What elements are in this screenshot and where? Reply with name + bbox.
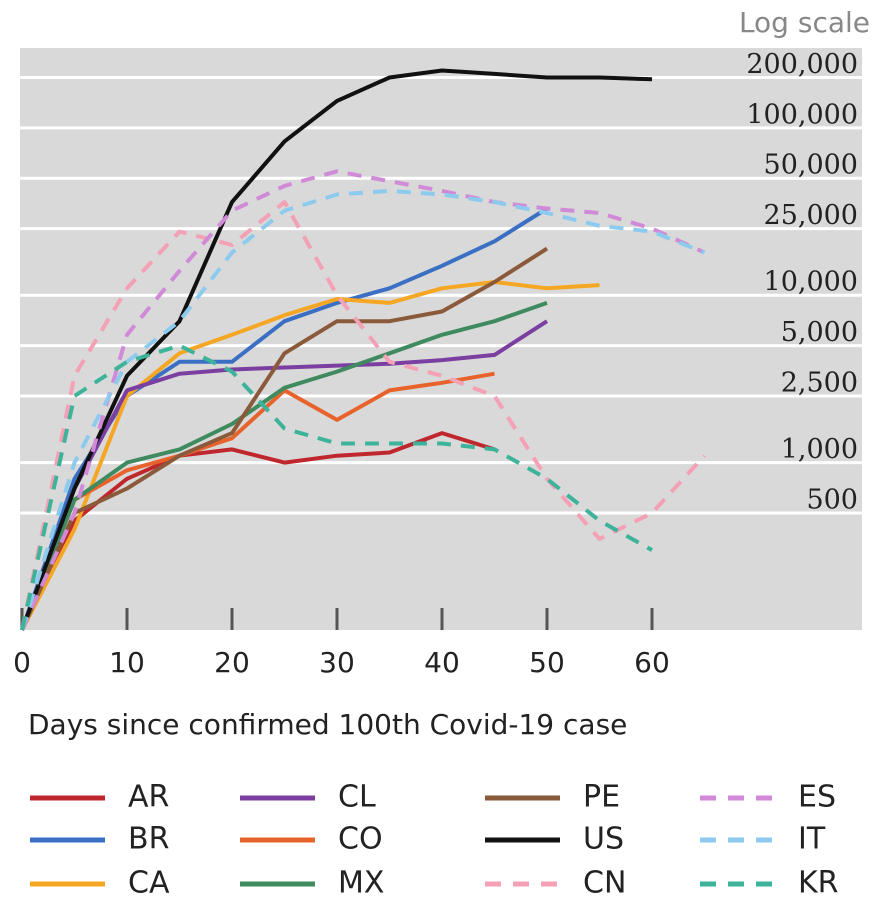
x-tick-label: 50	[529, 646, 565, 679]
legend-label: CL	[338, 780, 376, 815]
series-line	[20, 246, 549, 631]
series-line	[20, 371, 495, 631]
x-tick-label: 60	[634, 646, 670, 679]
x-tick-label: 0	[13, 646, 31, 679]
legend-label: BR	[128, 822, 169, 857]
y-tick-label: 1,000	[781, 434, 858, 465]
annotation: Log scale	[739, 6, 870, 39]
x-tick-label: 30	[319, 646, 355, 679]
y-tick-label: 2,500	[781, 368, 858, 399]
legend-label: CA	[128, 866, 170, 901]
y-tick-label: 25,000	[764, 200, 858, 231]
x-tick-label: 20	[214, 646, 250, 679]
legend-label: MX	[338, 866, 384, 901]
x-axis-label: Days since confirmed 100th Covid-19 case	[28, 708, 627, 741]
series-line	[20, 301, 548, 631]
y-tick-label: 100,000	[746, 99, 858, 130]
y-tick-label: 500	[806, 485, 858, 516]
y-tick-label: 200,000	[746, 49, 858, 80]
legend-label: PE	[583, 780, 620, 815]
series-line	[20, 68, 653, 631]
legend-label: US	[583, 822, 624, 857]
series-line	[20, 319, 549, 631]
series-line	[20, 188, 706, 631]
x-tick-label: 40	[424, 646, 460, 679]
plot-background	[20, 48, 862, 630]
legend-label: IT	[798, 822, 826, 857]
series-line	[20, 169, 706, 631]
legend-label: KR	[798, 866, 839, 901]
y-tick-label: 50,000	[764, 150, 858, 181]
x-tick-label: 10	[109, 646, 145, 679]
legend-label: CO	[338, 822, 383, 857]
legend-label: CN	[583, 866, 626, 901]
y-tick-label: 10,000	[764, 267, 858, 298]
legend-label: AR	[128, 780, 169, 815]
legend-label: ES	[798, 780, 836, 815]
y-tick-label: 5,000	[781, 317, 858, 348]
series-line	[20, 280, 600, 631]
